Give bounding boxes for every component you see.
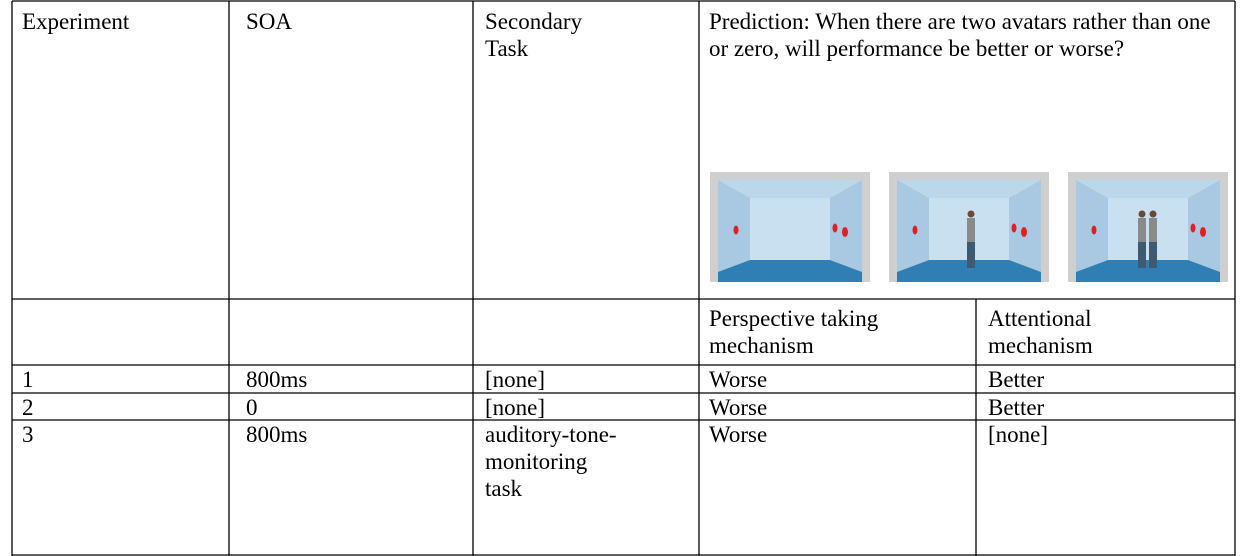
row-cell: Worse <box>709 422 768 447</box>
row-cell: 0 <box>246 395 258 420</box>
subheader-cell: Perspective taking mechanism <box>709 306 879 358</box>
row-cell: 1 <box>22 367 34 392</box>
grid-lines <box>11 0 1236 556</box>
row-cell: Better <box>988 395 1045 420</box>
row-cell: 2 <box>22 395 34 420</box>
header-cell: Experiment <box>22 9 130 34</box>
row-cell: Worse <box>709 367 768 392</box>
room-images <box>710 172 1228 282</box>
subheader-cell: Attentional mechanism <box>988 306 1093 358</box>
row-cell: 800ms <box>246 422 308 447</box>
row-cell: Worse <box>709 395 768 420</box>
row-cell: [none] <box>988 422 1049 447</box>
header-cell: Prediction: When there are two avatars r… <box>709 9 1211 61</box>
row-cell: 3 <box>22 422 34 447</box>
row-cell: [none] <box>485 367 546 392</box>
row-cell: auditory-tone-monitoring task <box>485 422 617 501</box>
row-cell: 800ms <box>246 367 308 392</box>
header-cell: SOA <box>246 9 293 34</box>
header-cell: Secondary Task <box>485 9 583 61</box>
row-cell: [none] <box>485 395 546 420</box>
row-cell: Better <box>988 367 1045 392</box>
